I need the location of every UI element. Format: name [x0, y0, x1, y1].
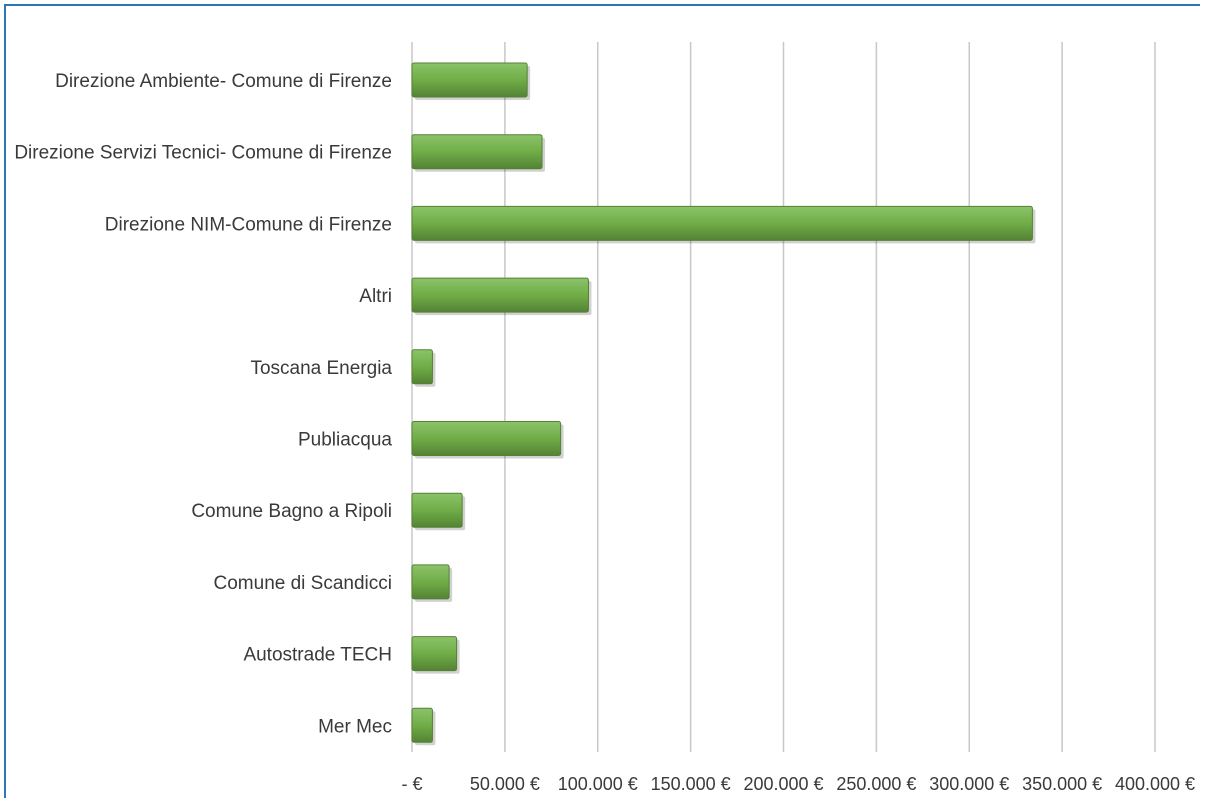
x-tick-label: 100.000 € — [558, 774, 638, 794]
category-label: Comune Bagno a Ripoli — [191, 501, 392, 522]
x-tick-label: 300.000 € — [929, 774, 1009, 794]
category-label: Comune di Scandicci — [214, 573, 392, 594]
x-tick-label: 400.000 € — [1115, 774, 1195, 794]
category-labels: Direzione Ambiente- Comune di Firenze Dir… — [14, 71, 392, 737]
x-tick-label: 150.000 € — [651, 774, 731, 794]
chart-frame — [4, 4, 1200, 798]
x-axis-tick-labels: - € 50.000 € 100.000 € 150.000 € 200.000 € 25… — [401, 774, 1195, 794]
category-label: Publiacqua — [298, 430, 392, 451]
bar — [411, 564, 450, 600]
category-label: Direzione Ambiente- Comune di Firenze — [55, 71, 392, 92]
bar — [411, 707, 433, 743]
bar — [411, 492, 463, 528]
bar — [411, 62, 528, 98]
category-label: Direzione NIM-Comune di Firenze — [105, 214, 392, 235]
x-tick-label: 350.000 € — [1022, 774, 1102, 794]
category-label: Toscana Energia — [250, 358, 392, 379]
category-label: Direzione Servizi Tecnici- Comune di Fir… — [14, 143, 392, 164]
x-tick-label: 250.000 € — [836, 774, 916, 794]
bar — [411, 205, 1033, 241]
bars — [411, 62, 1036, 746]
category-label: Mer Mec — [318, 716, 392, 737]
bar — [411, 277, 589, 313]
gridlines — [411, 42, 1156, 752]
category-label: Autostrade TECH — [243, 645, 392, 666]
bar — [411, 636, 458, 672]
category-label: Altri — [359, 286, 392, 307]
x-tick-label: 50.000 € — [470, 774, 540, 794]
bar — [411, 421, 562, 456]
x-tick-label: 200.000 € — [743, 774, 823, 794]
x-tick-label: - € — [401, 774, 422, 794]
bar — [411, 349, 433, 385]
bar — [411, 134, 543, 170]
